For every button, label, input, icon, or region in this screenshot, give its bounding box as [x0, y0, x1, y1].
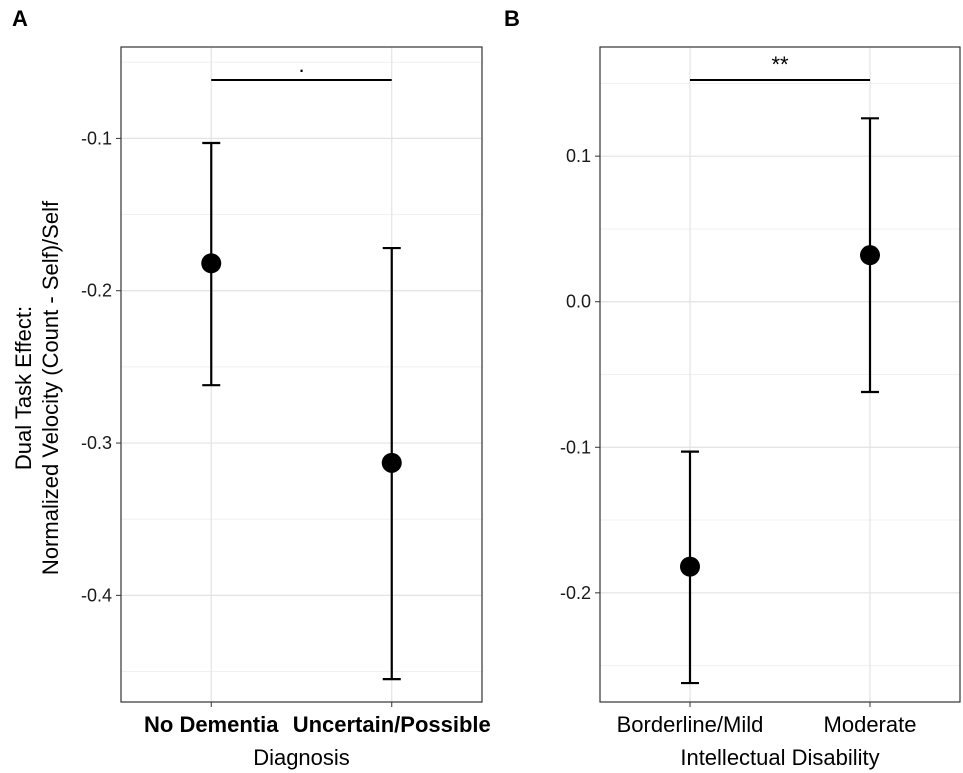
y-tick-label: 0.1: [566, 146, 591, 166]
panel-b: 0.1 0.0 -0.1 -0.2 Borderline/Mild Moderate ** I…: [504, 6, 961, 770]
y-tick-label: -0.1: [81, 128, 112, 148]
data-point: [860, 245, 880, 266]
significance-label: **: [771, 52, 789, 77]
data-point: [201, 253, 222, 274]
y-tick-label: -0.2: [81, 281, 112, 301]
y-tick-label: -0.3: [81, 433, 112, 453]
y-tick-label: 0.0: [566, 292, 591, 312]
y-axis-title-line-1: Dual Task Effect:: [11, 306, 36, 470]
y-tick-label: -0.1: [560, 437, 591, 457]
y-tick-label: -0.4: [81, 585, 112, 605]
data-point: [381, 452, 402, 473]
panel-letter: B: [504, 6, 520, 31]
panel-border: [599, 46, 961, 703]
x-tick-label: Uncertain/Possible: [293, 712, 491, 737]
panel-a: -0.1 -0.2 -0.3 -0.4 No Dementia Uncertain/Pos…: [12, 6, 491, 770]
data-point: [680, 556, 700, 577]
x-axis-title: Intellectual Disability: [680, 745, 879, 770]
panel-letter: A: [12, 6, 28, 31]
x-tick-label: Borderline/Mild: [617, 712, 764, 737]
y-axis-title-line-2: Normalized Velocity (Count - Self)/Self: [38, 200, 63, 575]
y-tick-label: -0.2: [560, 583, 591, 603]
x-tick-label: No Dementia: [144, 712, 279, 737]
panel-border: [120, 46, 483, 703]
x-axis-title: Diagnosis: [253, 745, 350, 770]
significance-label: .: [298, 52, 304, 77]
x-tick-label: Moderate: [824, 712, 917, 737]
